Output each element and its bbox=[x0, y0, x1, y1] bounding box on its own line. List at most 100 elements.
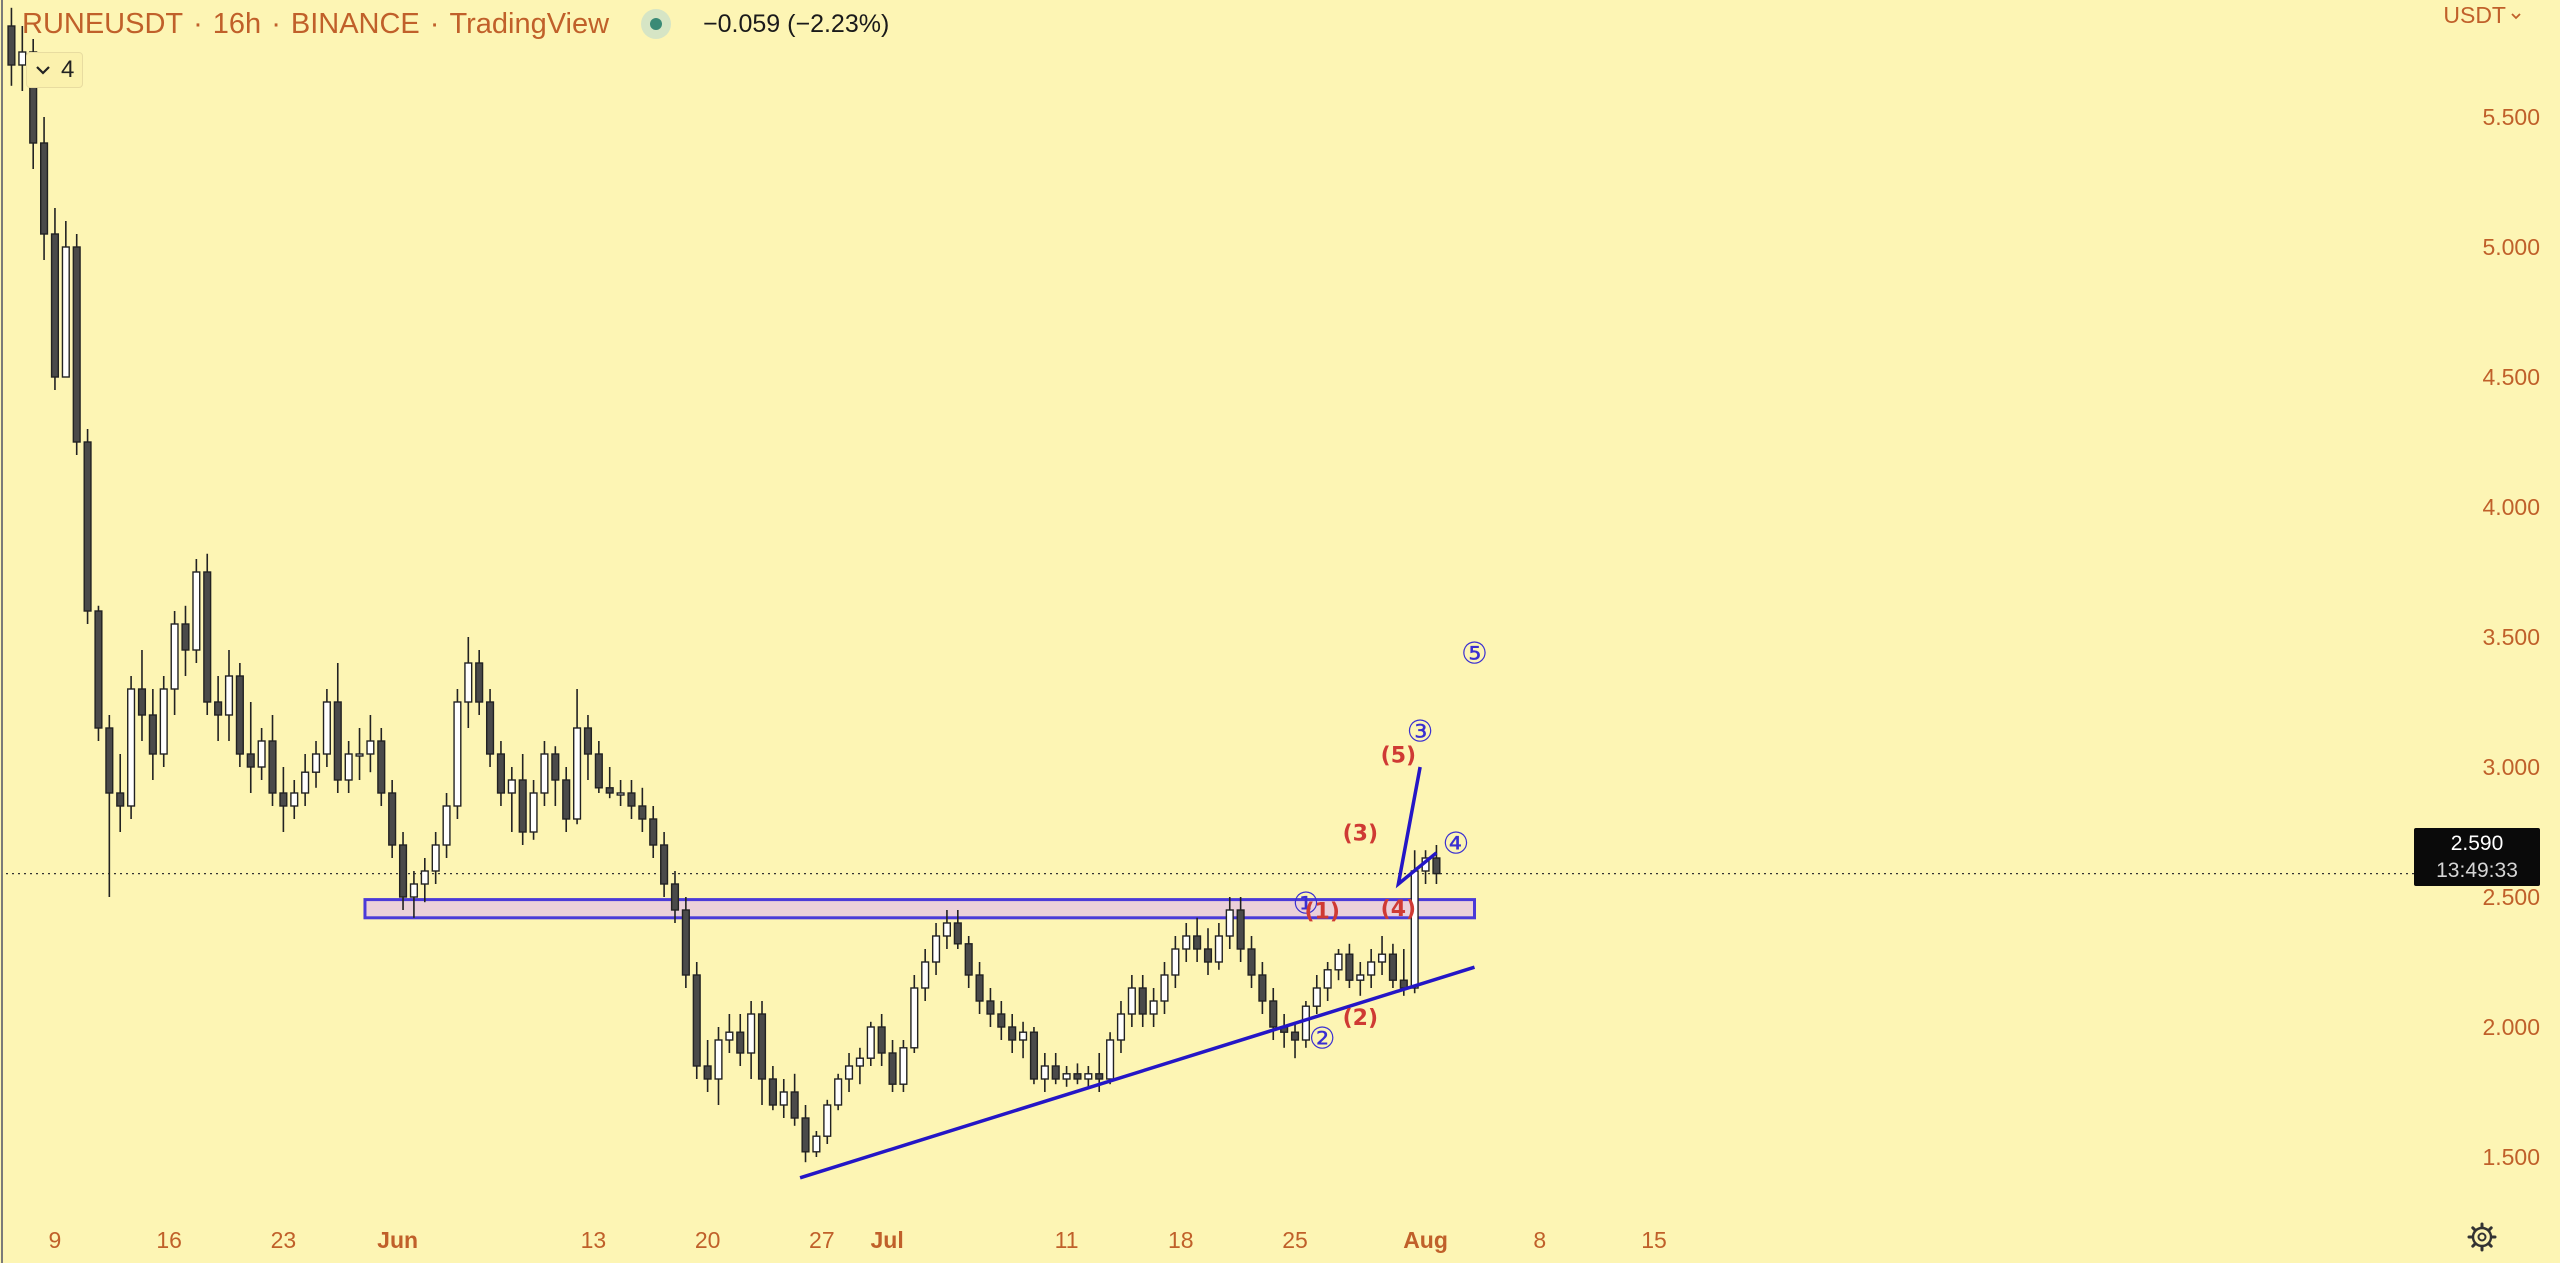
candle-body[interactable] bbox=[431, 844, 440, 872]
candle-body[interactable] bbox=[322, 701, 331, 755]
candle-body[interactable] bbox=[616, 792, 625, 796]
candle-body[interactable] bbox=[931, 935, 941, 963]
candle-body[interactable] bbox=[257, 740, 266, 768]
candle-body[interactable] bbox=[1138, 987, 1147, 1015]
candle-body[interactable] bbox=[1127, 987, 1136, 1015]
candle-body[interactable] bbox=[1051, 1065, 1060, 1080]
candle-body[interactable] bbox=[137, 688, 147, 716]
candle-body[interactable] bbox=[464, 662, 473, 703]
candle-body[interactable] bbox=[442, 805, 451, 846]
candle-body[interactable] bbox=[757, 1013, 767, 1080]
candle-body[interactable] bbox=[1269, 1000, 1278, 1028]
candle-body[interactable] bbox=[50, 233, 60, 378]
candle-body[interactable] bbox=[1345, 953, 1354, 981]
candle-body[interactable] bbox=[529, 792, 538, 833]
candle-body[interactable] bbox=[1377, 953, 1387, 963]
indicators-toggle[interactable]: 4 bbox=[26, 52, 84, 88]
candle-body[interactable] bbox=[649, 818, 658, 846]
candle-body[interactable] bbox=[1323, 969, 1332, 989]
candle-body[interactable] bbox=[105, 727, 114, 794]
candle-body[interactable] bbox=[899, 1047, 908, 1085]
candle-body[interactable] bbox=[670, 883, 680, 911]
candle-body[interactable] bbox=[692, 974, 701, 1067]
candle-body[interactable] bbox=[181, 623, 190, 651]
candle-body[interactable] bbox=[1312, 987, 1321, 1007]
candle-body[interactable] bbox=[420, 870, 429, 885]
candle-body[interactable] bbox=[159, 688, 168, 755]
candle-body[interactable] bbox=[127, 688, 136, 807]
candle-body[interactable] bbox=[246, 753, 255, 768]
candle-body[interactable] bbox=[1116, 1013, 1126, 1041]
candle-body[interactable] bbox=[1073, 1073, 1082, 1080]
interval-label[interactable]: 16h bbox=[212, 7, 262, 40]
candle-body[interactable] bbox=[910, 987, 919, 1049]
candle-body[interactable] bbox=[18, 51, 27, 66]
candle-body[interactable] bbox=[997, 1013, 1006, 1028]
candle-body[interactable] bbox=[1062, 1073, 1071, 1080]
market-status-icon[interactable] bbox=[641, 9, 672, 39]
candle-body[interactable] bbox=[1084, 1073, 1093, 1080]
candle-body[interactable] bbox=[1258, 974, 1267, 1002]
candle-body[interactable] bbox=[1432, 857, 1441, 875]
candle-body[interactable] bbox=[1225, 909, 1234, 937]
symbol-name[interactable]: RUNEUSDT bbox=[22, 7, 184, 40]
candle-body[interactable] bbox=[1247, 948, 1256, 976]
candle-body[interactable] bbox=[224, 675, 234, 716]
candle-body[interactable] bbox=[7, 25, 16, 66]
candle-body[interactable] bbox=[94, 610, 103, 729]
candle-body[interactable] bbox=[877, 1026, 886, 1054]
candle-body[interactable] bbox=[1171, 948, 1180, 976]
candle-body[interactable] bbox=[496, 753, 506, 794]
candle-body[interactable] bbox=[1095, 1073, 1104, 1080]
candle-body[interactable] bbox=[388, 792, 397, 846]
candle-body[interactable] bbox=[562, 779, 571, 820]
candle-body[interactable] bbox=[1290, 1031, 1300, 1041]
candle-body[interactable] bbox=[355, 753, 364, 757]
candle-body[interactable] bbox=[573, 727, 582, 820]
candle-body[interactable] bbox=[1149, 1000, 1158, 1015]
candle-body[interactable] bbox=[366, 740, 375, 755]
candle-body[interactable] bbox=[148, 714, 157, 755]
wave-projection-path[interactable] bbox=[1395, 766, 1438, 889]
candle-body[interactable] bbox=[268, 740, 277, 794]
candle-body[interactable] bbox=[1029, 1031, 1039, 1080]
candle-body[interactable] bbox=[475, 662, 484, 703]
candle-body[interactable] bbox=[921, 961, 930, 989]
candle-body[interactable] bbox=[344, 753, 353, 781]
candle-body[interactable] bbox=[866, 1026, 875, 1059]
candle-body[interactable] bbox=[235, 675, 244, 755]
support-zone[interactable] bbox=[363, 898, 1477, 920]
candle-body[interactable] bbox=[1356, 974, 1365, 981]
candle-body[interactable] bbox=[942, 922, 952, 937]
candle-body[interactable] bbox=[1388, 953, 1397, 981]
candle-body[interactable] bbox=[834, 1078, 843, 1106]
candle-body[interactable] bbox=[1214, 935, 1223, 963]
candle-body[interactable] bbox=[1106, 1039, 1115, 1080]
candle-body[interactable] bbox=[170, 623, 179, 690]
candle-body[interactable] bbox=[779, 1091, 788, 1106]
candle-body[interactable] bbox=[855, 1057, 864, 1067]
candle-body[interactable] bbox=[279, 792, 288, 807]
candle-body[interactable] bbox=[214, 701, 223, 716]
candle-body[interactable] bbox=[540, 753, 549, 794]
candle-body[interactable] bbox=[290, 792, 299, 807]
candle-body[interactable] bbox=[964, 943, 973, 976]
candle-body[interactable] bbox=[116, 792, 125, 807]
candle-body[interactable] bbox=[747, 1013, 756, 1054]
candle-body[interactable] bbox=[507, 779, 516, 794]
candle-body[interactable] bbox=[660, 844, 669, 885]
candle-body[interactable] bbox=[975, 974, 984, 1002]
candle-body[interactable] bbox=[681, 909, 690, 976]
candle-body[interactable] bbox=[790, 1091, 799, 1119]
candle-body[interactable] bbox=[1193, 935, 1202, 950]
candle-body[interactable] bbox=[1334, 953, 1343, 971]
candle-body[interactable] bbox=[986, 1000, 995, 1015]
candle-body[interactable] bbox=[1040, 1065, 1049, 1080]
candle-body[interactable] bbox=[1160, 974, 1169, 1002]
candle-body[interactable] bbox=[83, 441, 92, 612]
candle-body[interactable] bbox=[812, 1135, 821, 1153]
candle-body[interactable] bbox=[333, 701, 342, 781]
candle-body[interactable] bbox=[1367, 961, 1376, 976]
candle-body[interactable] bbox=[551, 753, 560, 781]
